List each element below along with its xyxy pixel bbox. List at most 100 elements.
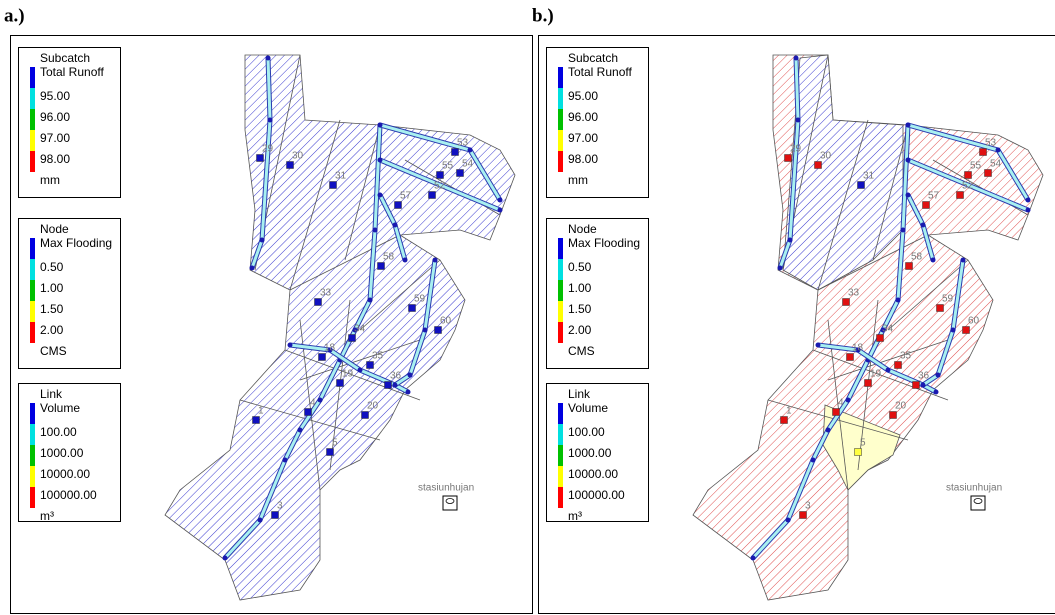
subcatchment-centroid (865, 380, 872, 387)
legend-entry: 10000.00 (568, 467, 618, 481)
legend-swatch (30, 151, 35, 172)
junction (368, 298, 373, 303)
subcatchment-label: 36 (918, 371, 930, 382)
junction (786, 518, 791, 523)
subcatchment-centroid (937, 305, 944, 312)
subcatchment-centroid (963, 327, 970, 334)
subcatchment-label: 35 (900, 351, 912, 362)
subcatchment-centroid (457, 170, 464, 177)
legend-title: Node (568, 222, 597, 236)
legend-swatch (558, 238, 563, 259)
subcatchment-centroid (980, 149, 987, 156)
junction (896, 298, 901, 303)
legend-unit: mm (40, 173, 60, 187)
junction (886, 368, 891, 373)
legend-entry: 96.00 (568, 110, 598, 124)
subcatchment-centroid (253, 417, 260, 424)
legend-swatch (30, 322, 35, 343)
subcatchment-label: 19 (870, 369, 882, 380)
junction (318, 398, 323, 403)
subcatchment-label: 33 (848, 288, 860, 299)
legend-entry: 1.00 (40, 281, 64, 295)
subcatchment-centroid (437, 172, 444, 179)
subcatchment-centroid (349, 335, 356, 342)
junction (378, 123, 383, 128)
legend-title: Volume (40, 401, 80, 415)
legend-swatch (558, 151, 563, 172)
panel-label: a.) (4, 5, 25, 26)
subcatchment-centroid (327, 449, 334, 456)
subcatchment-label: 31 (335, 171, 347, 182)
legend-swatch (30, 466, 35, 487)
subcatchment-label: 18 (852, 343, 864, 354)
legend-unit: CMS (568, 344, 595, 358)
subcatchment-centroid (395, 202, 402, 209)
legend-title: Total Runoff (40, 65, 104, 79)
junction (826, 428, 831, 433)
junction (283, 458, 288, 463)
subcatchment-label: 19 (342, 369, 354, 380)
subcatchment-label: 35 (372, 351, 384, 362)
junction (498, 198, 503, 203)
subcatchment-centroid (378, 263, 385, 270)
legend-entry: 97.00 (568, 131, 598, 145)
subcatchment-label: 29 (262, 144, 274, 155)
legend-swatch (558, 130, 563, 151)
junction (921, 383, 926, 388)
junction (258, 518, 263, 523)
subcatchment-label: 60 (440, 316, 452, 327)
junction (260, 238, 265, 243)
legend-swatch (558, 487, 563, 508)
subcatchment-label: 54 (462, 159, 474, 170)
subcatchment-centroid (272, 512, 279, 519)
junction (223, 556, 228, 561)
legend-swatch (30, 259, 35, 280)
subcatchment-centroid (800, 512, 807, 519)
legend-title: Max Flooding (568, 236, 640, 250)
legend-title: Link (40, 387, 63, 401)
subcatchment-label: 29 (790, 144, 802, 155)
legend-entry: 100000.00 (568, 488, 625, 502)
subcatchment-centroid (337, 380, 344, 387)
legend-swatch (30, 109, 35, 130)
subcatchment-centroid (833, 409, 840, 416)
subcatchment-label: 58 (383, 252, 395, 263)
subcatchment-centroid (785, 155, 792, 162)
junction (250, 266, 255, 271)
legend-swatch (558, 259, 563, 280)
junction (408, 373, 413, 378)
subcatchment-label: 34 (882, 324, 894, 335)
legend-unit: mm (568, 173, 588, 187)
subcatchment-centroid (257, 155, 264, 162)
legend-entry: 0.50 (568, 260, 592, 274)
subcatchment-label: 57 (400, 191, 412, 202)
junction (1026, 198, 1031, 203)
subcatchment-centroid (895, 362, 902, 369)
legend-entry: 1000.00 (568, 446, 612, 460)
subcatchment-centroid (847, 354, 854, 361)
subcatchment-label: 58 (911, 252, 923, 263)
legend-unit: m³ (568, 509, 582, 523)
junction (778, 266, 783, 271)
legend-entry: 1000.00 (40, 446, 84, 460)
subcatchment-centroid (923, 202, 930, 209)
subcatchment-label: 59 (942, 294, 954, 305)
subcatchment-centroid (362, 412, 369, 419)
junction (266, 56, 271, 61)
subcatchment-label: 20 (895, 401, 907, 412)
subcatchment-label: 3 (805, 501, 811, 512)
junction (906, 158, 911, 163)
panel-label: b.) (532, 5, 554, 26)
junction (268, 118, 273, 123)
legend-swatch (558, 403, 563, 424)
subcatchment-centroid (409, 305, 416, 312)
junction (931, 258, 936, 263)
legend-title: Link (568, 387, 591, 401)
subcatchment-label: 52 (434, 181, 446, 192)
legend-swatch (558, 109, 563, 130)
legend-entry: 96.00 (40, 110, 70, 124)
legend-title: Total Runoff (568, 65, 632, 79)
subcatchment-label: 20 (367, 401, 379, 412)
junction (906, 123, 911, 128)
subcatchment-label: 5 (332, 438, 338, 449)
